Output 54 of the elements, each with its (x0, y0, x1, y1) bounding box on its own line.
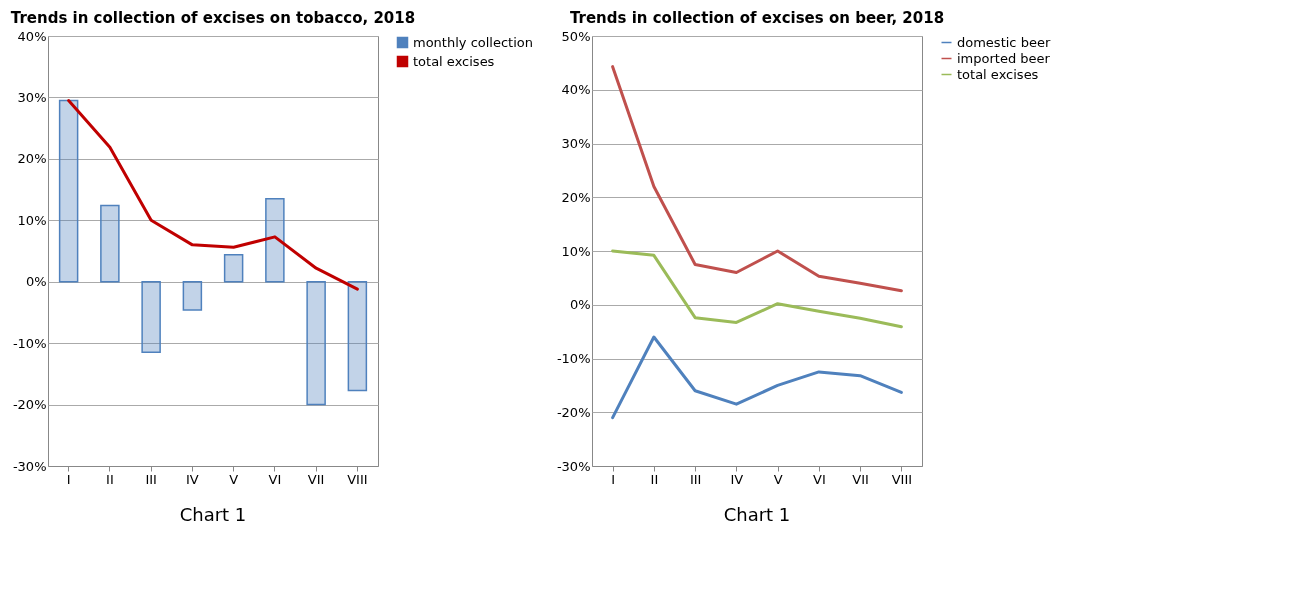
caption: Chart 1 (723, 504, 791, 525)
y-tick-label: -10% (12, 335, 47, 351)
x-tick-label: IV (186, 471, 199, 487)
y-tick-label: 0% (569, 297, 591, 313)
y-tick-label: 50% (561, 28, 591, 44)
y-tick-label: -30% (556, 458, 591, 474)
x-tick-label: III (689, 471, 702, 487)
x-tick-label: V (773, 471, 783, 487)
x-tick-label: VIII (347, 471, 368, 487)
x-tick-label: VI (813, 471, 826, 487)
y-tick-label: 30% (17, 89, 47, 105)
bar (100, 204, 120, 283)
line-series (611, 249, 903, 329)
y-tick-label: 10% (561, 243, 591, 259)
y-tick-label: -10% (556, 351, 591, 366)
legend-label: total excises (957, 66, 1039, 82)
bar (265, 198, 285, 283)
bar (306, 280, 326, 406)
chart-title: Trends in collection of excises on beer, 2018 (569, 9, 945, 27)
legend-label: imported beer (957, 50, 1051, 66)
y-tick-label: 10% (17, 212, 47, 228)
bar (141, 280, 161, 354)
x-tick-label: V (229, 471, 239, 487)
y-tick-label: -20% (556, 404, 591, 420)
x-tick-label: II (650, 471, 659, 487)
line-series (611, 335, 903, 420)
bar (58, 99, 79, 283)
x-tick-label: II (106, 471, 114, 487)
y-tick-label: 0% (25, 274, 47, 290)
x-tick-label: IV (730, 471, 744, 487)
x-tick-label: III (145, 471, 157, 487)
y-tick-label: 30% (561, 136, 591, 151)
x-tick-label: I (66, 471, 71, 487)
y-tick-label: 40% (17, 28, 47, 44)
x-tick-label: VII (307, 471, 325, 487)
caption: Chart 1 (179, 504, 247, 525)
legend-label: monthly collection (413, 34, 534, 50)
y-tick-label: 20% (561, 189, 591, 205)
line-series (611, 65, 903, 293)
y-tick-label: 20% (17, 151, 47, 167)
x-tick-label: VI (268, 471, 282, 487)
x-tick-label: I (611, 471, 616, 487)
y-tick-label: -20% (12, 397, 47, 413)
y-tick-label: -30% (12, 458, 47, 474)
legend-label: total excises (413, 53, 495, 69)
bar (182, 280, 203, 311)
legend-label: domestic beer (957, 34, 1051, 50)
bar (347, 280, 368, 392)
y-tick-label: 40% (561, 82, 591, 98)
line-series (67, 99, 359, 291)
x-tick-label: VII (852, 471, 869, 487)
bar (223, 253, 244, 283)
x-tick-label: VIII (891, 471, 913, 487)
chart-title: Trends in collection of excises on tobacco, 2018 (10, 9, 416, 27)
